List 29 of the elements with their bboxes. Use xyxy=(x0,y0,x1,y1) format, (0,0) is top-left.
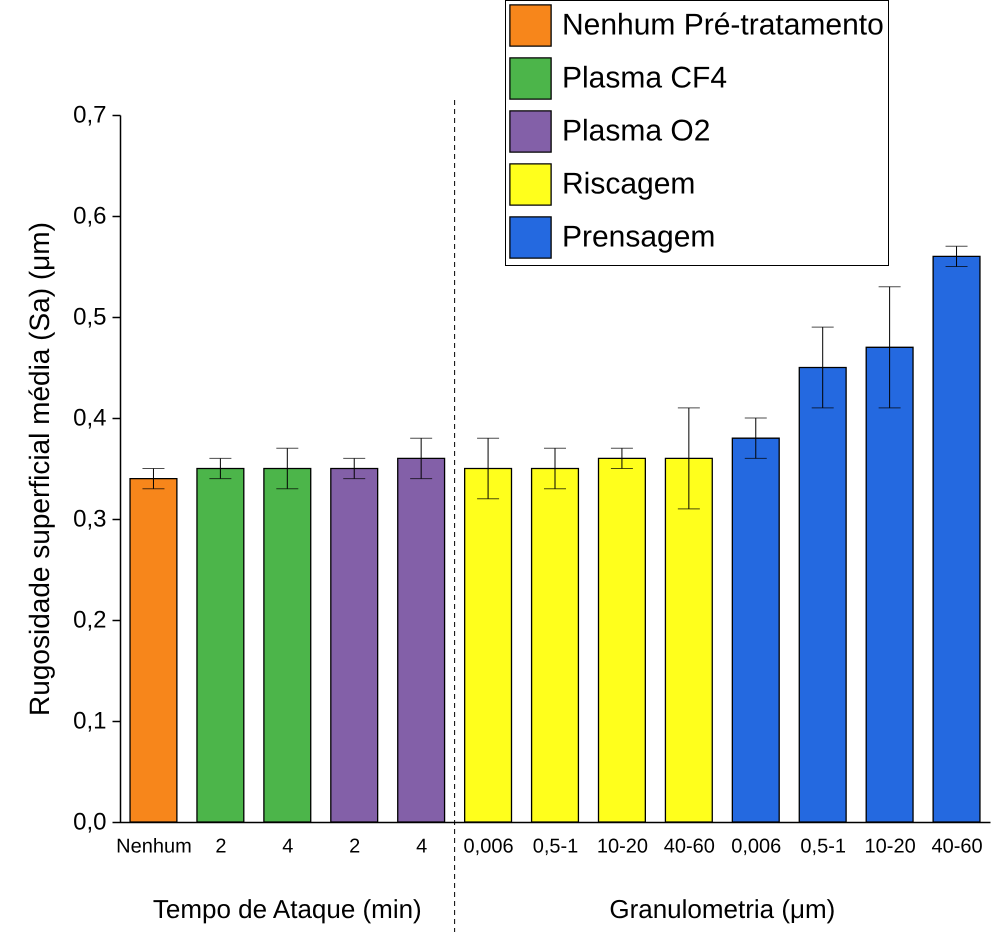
x-tick-label: 4 xyxy=(282,836,294,858)
x-tick-label: 4 xyxy=(416,836,428,858)
y-tick-label: 0,1 xyxy=(73,708,106,734)
x-tick-label: 0,5-1 xyxy=(532,836,578,858)
x-tick-label: 10-20 xyxy=(596,836,648,858)
y-tick-label: 0,5 xyxy=(73,304,106,330)
x-tick-label: 2 xyxy=(215,836,226,858)
x-tick-label: 2 xyxy=(349,836,360,858)
x-tick-label: 0,006 xyxy=(731,836,782,858)
y-tick-label: 0,4 xyxy=(73,404,106,432)
text: Tempo de Ataque (min) xyxy=(152,894,422,924)
text: Granulometria (μm) xyxy=(609,894,836,924)
legend-label: Plasma CF4 xyxy=(562,62,728,94)
x-tick-label: Nenhum xyxy=(116,836,192,858)
x-tick-label: 40-60 xyxy=(931,836,983,858)
legend-label: Plasma O2 xyxy=(562,114,710,148)
y-tick-label: 0,2 xyxy=(73,606,106,634)
legend-label: Riscagem xyxy=(562,168,696,200)
y-tick-label: 0,6 xyxy=(73,202,106,230)
legend-label: Prensagem xyxy=(562,220,716,254)
legend-label: Nenhum Pré-tratamento xyxy=(562,8,884,42)
y-tick-label: 0,0 xyxy=(73,808,106,836)
x-tick-label: 40-60 xyxy=(664,836,715,858)
x-tick-label: 10-20 xyxy=(864,836,916,858)
y-axis-title: Rugosidade superficial média (Sa) (μm) xyxy=(24,222,56,716)
x-tick-label: 0,5-1 xyxy=(800,836,846,858)
x-tick-label: 0,006 xyxy=(464,836,514,858)
y-tick-label: 0,3 xyxy=(73,506,106,532)
y-tick-label: 0,7 xyxy=(73,102,106,128)
